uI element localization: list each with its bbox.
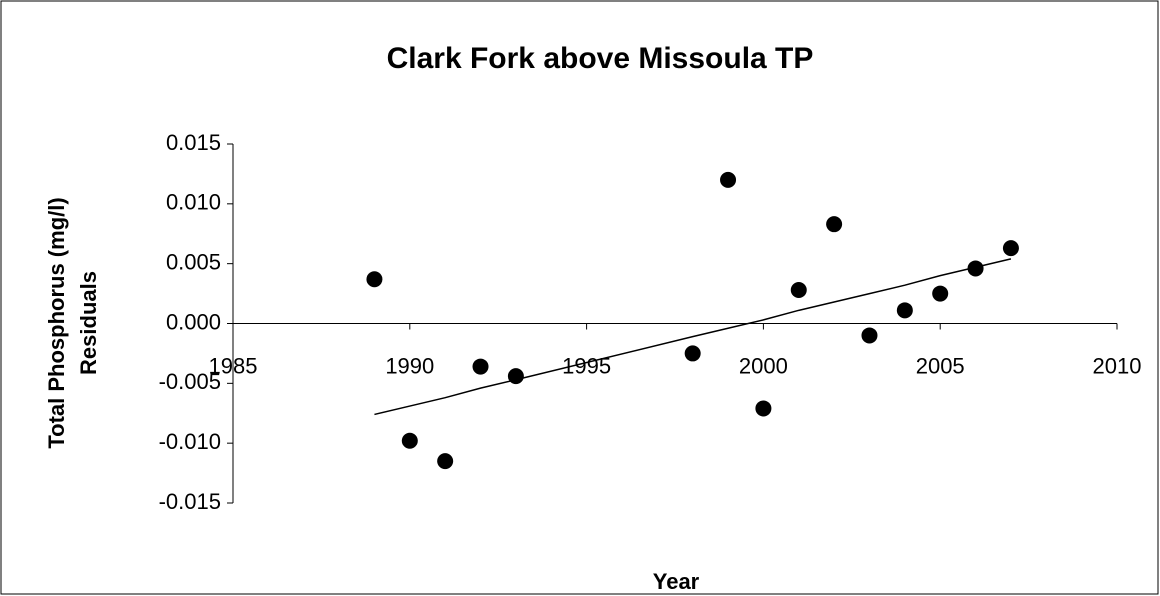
y-tick-label: -0.010 — [159, 429, 221, 454]
y-tick-label: 0.005 — [166, 249, 221, 274]
x-tick-label: 1985 — [209, 353, 258, 378]
x-tick-label: 1990 — [385, 353, 434, 378]
data-point — [1002, 240, 1019, 257]
data-point — [755, 400, 772, 417]
y-tick-label: 0.000 — [166, 309, 221, 334]
chart-title: Clark Fork above Missoula TP — [387, 42, 814, 75]
x-tick-label: 2000 — [739, 353, 788, 378]
data-point — [720, 171, 737, 188]
x-axis-title: Year — [653, 569, 700, 594]
data-point — [861, 327, 878, 344]
data-point — [437, 453, 454, 470]
y-tick-label: -0.005 — [159, 369, 221, 394]
data-point — [790, 281, 807, 298]
data-point — [366, 271, 383, 288]
trend-line — [374, 258, 1012, 416]
data-point — [932, 285, 949, 302]
y-tick-label: 0.015 — [166, 130, 221, 155]
data-point — [684, 345, 701, 362]
data-point — [401, 432, 418, 449]
data-point — [472, 358, 489, 375]
y-axis-title: Total Phosphorus (mg/l) — [44, 197, 69, 448]
data-point — [896, 302, 913, 319]
x-tick-label: 2005 — [916, 353, 965, 378]
y-axis-title: Residuals — [76, 271, 101, 375]
x-tick-label: 1995 — [562, 353, 611, 378]
y-tick-label: -0.015 — [159, 489, 221, 514]
data-point — [826, 216, 843, 233]
y-tick-label: 0.010 — [166, 190, 221, 215]
x-tick-label: 2010 — [1093, 353, 1142, 378]
data-point — [967, 260, 984, 277]
